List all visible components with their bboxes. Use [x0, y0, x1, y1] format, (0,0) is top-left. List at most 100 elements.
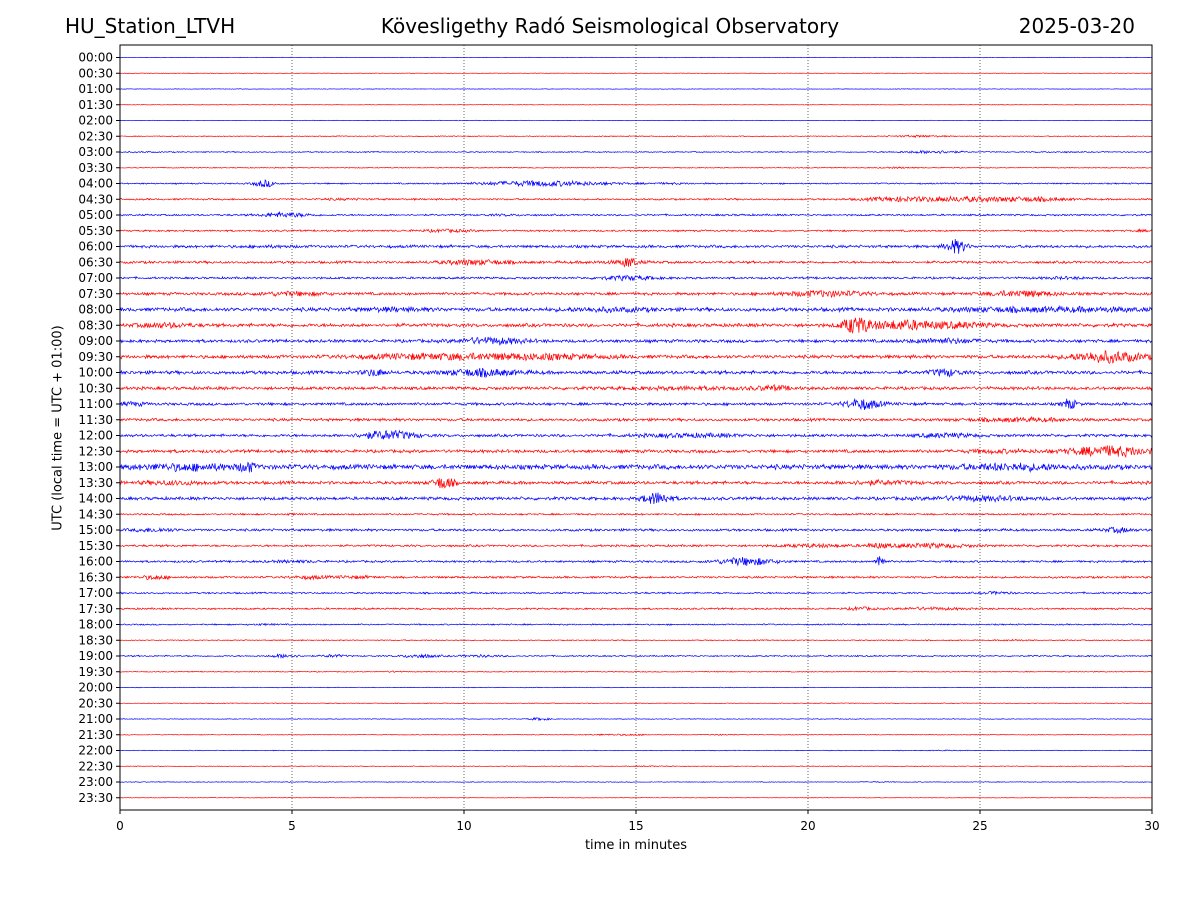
trace-1700 [119, 590, 1153, 596]
x-tick-label: 5 [288, 819, 296, 833]
trace-1630 [119, 574, 1153, 581]
trace-2100 [119, 716, 1153, 722]
y-tick-label: 05:00 [78, 208, 113, 222]
y-tick-label: 09:00 [78, 334, 113, 348]
y-tick-label: 23:00 [78, 775, 113, 789]
trace-1300 [119, 461, 1153, 473]
y-tick-label: 16:00 [78, 555, 113, 569]
y-tick-label: 07:00 [78, 271, 113, 285]
y-tick-label: 00:00 [78, 51, 113, 65]
trace-2000 [119, 686, 1153, 689]
y-tick-label: 07:30 [78, 287, 113, 301]
y-tick-label: 01:00 [78, 82, 113, 96]
trace-1530 [119, 542, 1153, 550]
y-tick-label: 19:30 [78, 665, 113, 679]
trace-0030 [119, 72, 1153, 74]
y-tick-label: 20:30 [78, 696, 113, 710]
x-tick-label: 20 [800, 819, 815, 833]
trace-0230 [119, 134, 1153, 139]
trace-1900 [119, 653, 1153, 659]
y-tick-label: 16:30 [78, 570, 113, 584]
y-tick-label: 17:30 [78, 602, 113, 616]
trace-0600 [119, 238, 1153, 254]
y-tick-label: 22:30 [78, 759, 113, 773]
x-tick-label: 10 [456, 819, 471, 833]
y-tick-label: 04:30 [78, 192, 113, 206]
trace-1130 [119, 416, 1153, 423]
trace-0730 [119, 289, 1153, 299]
trace-2030 [119, 702, 1153, 705]
y-tick-label: 13:00 [78, 460, 113, 474]
trace-2300 [119, 781, 1153, 783]
trace-1100 [119, 397, 1153, 411]
vertical-grid [291, 45, 981, 810]
y-tick-label: 06:00 [78, 240, 113, 254]
trace-1930 [119, 670, 1153, 673]
trace-0800 [119, 304, 1153, 314]
y-tick-label: 18:30 [78, 633, 113, 647]
trace-0500 [119, 210, 1153, 219]
trace-1830 [119, 638, 1153, 642]
y-tick-label: 12:30 [78, 444, 113, 458]
trace-0430 [119, 195, 1153, 204]
trace-1400 [119, 492, 1153, 505]
y-tick-label: 10:30 [78, 381, 113, 395]
trace-2130 [119, 733, 1153, 737]
y-tick-label: 06:30 [78, 255, 113, 269]
y-axis-label: UTC (local time = UTC + 01:00) [50, 325, 66, 531]
trace-0930 [119, 349, 1153, 364]
y-tick-label: 11:00 [78, 397, 113, 411]
y-tick-label: 05:30 [78, 224, 113, 238]
trace-1500 [119, 526, 1153, 534]
x-tick-label: 30 [1144, 819, 1159, 833]
y-tick-label: 03:30 [78, 161, 113, 175]
trace-0830 [119, 317, 1153, 334]
trace-0130 [119, 104, 1153, 106]
chart-title: Kövesligethy Radó Seismological Observat… [380, 14, 840, 38]
trace-0700 [119, 274, 1153, 282]
y-tick-label: 19:00 [78, 649, 113, 663]
trace-1330 [119, 478, 1153, 489]
trace-0200 [119, 119, 1153, 122]
y-tick-label: 13:30 [78, 476, 113, 490]
y-tick-label: 08:30 [78, 318, 113, 332]
y-tick-label: 20:00 [78, 681, 113, 695]
trace-0530 [119, 228, 1153, 234]
trace-1430 [119, 512, 1153, 517]
y-tick-label: 18:00 [78, 618, 113, 632]
station-name: HU_Station_LTVH [65, 14, 236, 38]
trace-2330 [119, 797, 1153, 799]
trace-1730 [119, 605, 1153, 612]
y-tick-label: 09:30 [78, 350, 113, 364]
y-tick-label: 12:00 [78, 429, 113, 443]
y-tick-label: 08:00 [78, 303, 113, 317]
trace-0300 [119, 149, 1153, 155]
trace-0900 [119, 336, 1153, 346]
y-tick-label: 03:00 [78, 145, 113, 159]
y-tick-label: 01:30 [78, 98, 113, 112]
trace-1230 [119, 445, 1153, 459]
trace-1200 [119, 429, 1153, 440]
trace-0630 [119, 257, 1153, 268]
trace-0400 [119, 179, 1153, 188]
trace-1000 [119, 367, 1153, 379]
y-tick-label: 15:30 [78, 539, 113, 553]
trace-1030 [119, 383, 1153, 392]
x-axis: 0 5 10 15 20 25 30 [116, 810, 1160, 833]
y-tick-label: 17:00 [78, 586, 113, 600]
y-tick-label: 14:00 [78, 492, 113, 506]
y-tick-label: 14:30 [78, 507, 113, 521]
y-tick-label: 02:30 [78, 129, 113, 143]
y-tick-label: 21:00 [78, 712, 113, 726]
x-tick-label: 0 [116, 819, 124, 833]
trace-0330 [119, 166, 1153, 170]
x-axis-label: time in minutes [584, 838, 688, 853]
y-tick-label: 22:00 [78, 744, 113, 758]
trace-2200 [119, 749, 1153, 752]
trace-1800 [119, 622, 1153, 627]
y-tick-label: 21:30 [78, 728, 113, 742]
y-tick-label: 15:00 [78, 523, 113, 537]
trace-1600 [119, 556, 1153, 567]
